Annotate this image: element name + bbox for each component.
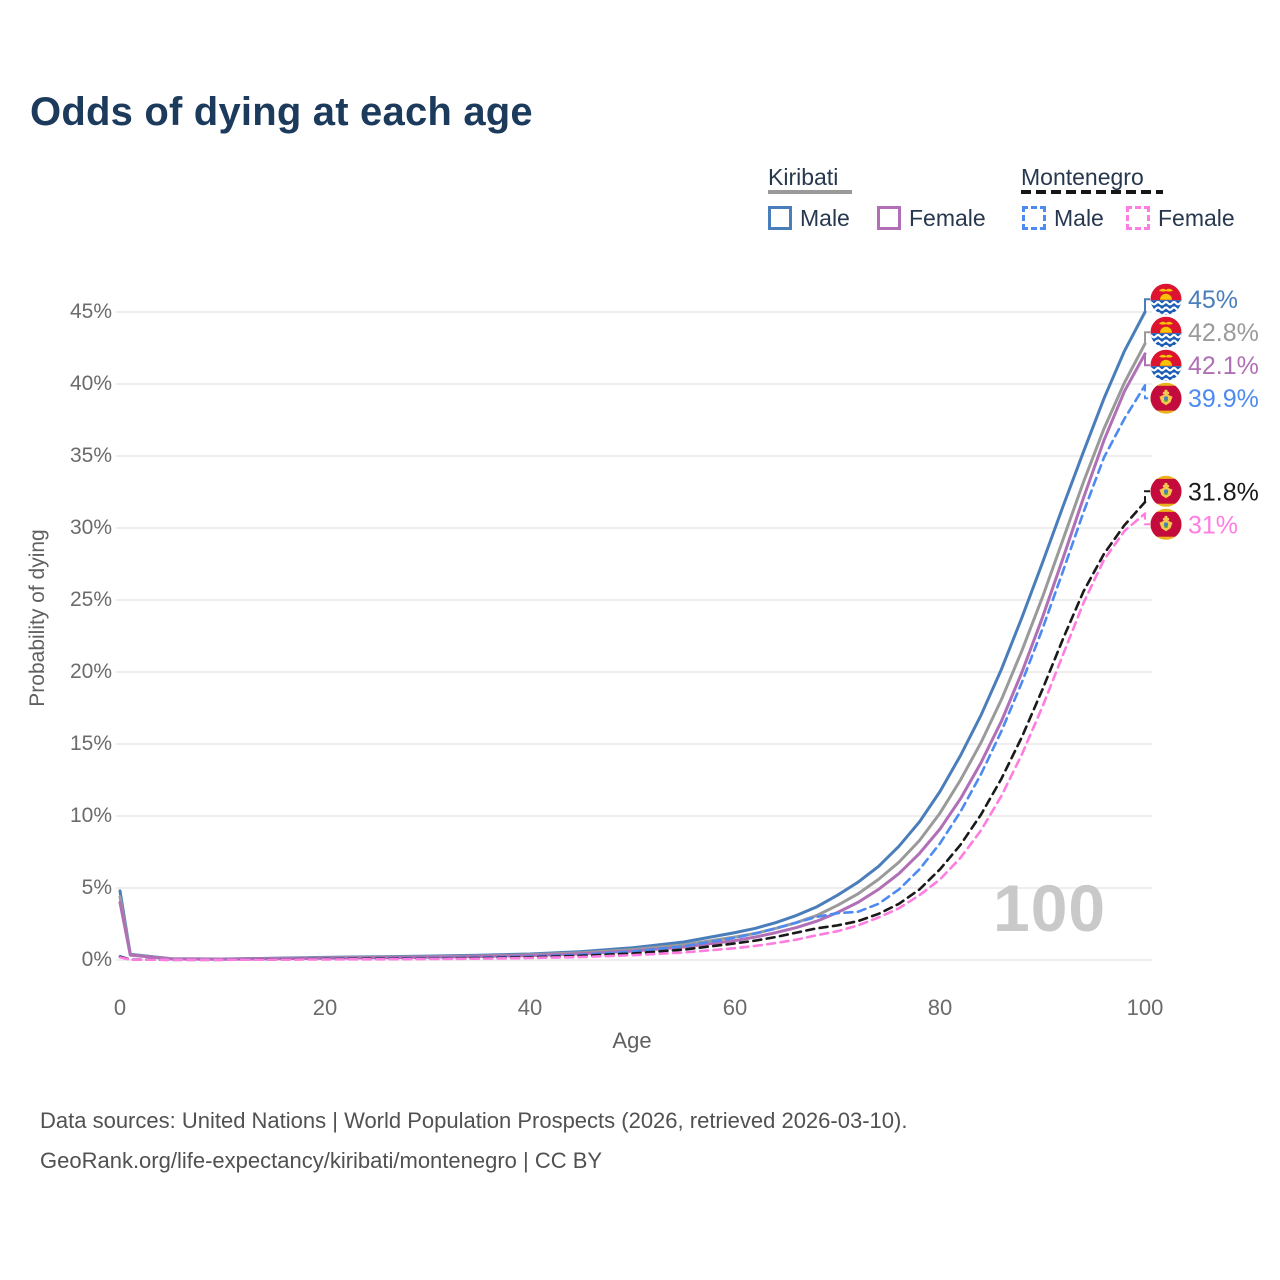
y-tick-label: 5% bbox=[81, 876, 112, 899]
series-line-kiribati-female[interactable] bbox=[118, 352, 1147, 961]
end-value-label: 42.8% bbox=[1188, 319, 1259, 347]
y-tick-label: 35% bbox=[69, 444, 112, 467]
y-tick-label: 25% bbox=[69, 588, 112, 611]
kiribati-line-style-swatch bbox=[768, 190, 852, 194]
legend-swatch-kiribati-female[interactable] bbox=[877, 206, 901, 230]
kiribati-flag-icon bbox=[1148, 349, 1184, 381]
y-tick-label: 45% bbox=[69, 300, 112, 323]
legend-label-kiribati-female[interactable]: Female bbox=[909, 205, 986, 231]
end-value-label: 45% bbox=[1188, 286, 1238, 314]
end-label-connector bbox=[1144, 385, 1150, 400]
series-line-montenegro-female[interactable] bbox=[118, 512, 1147, 962]
legend-label-montenegro-female[interactable]: Female bbox=[1158, 205, 1235, 231]
footer-url-line: GeoRank.org/life-expectancy/kiribati/mon… bbox=[40, 1148, 603, 1173]
kiribati-flag-icon bbox=[1148, 316, 1184, 348]
legend-swatch-montenegro-male[interactable] bbox=[1022, 206, 1046, 230]
x-tick-label: 80 bbox=[927, 995, 953, 1020]
series-line-kiribati[interactable] bbox=[118, 342, 1147, 961]
x-tick-label: 0 bbox=[113, 995, 127, 1020]
end-label-connector bbox=[1144, 331, 1150, 344]
y-tick-label: 0% bbox=[81, 948, 112, 971]
end-label-connector bbox=[1144, 298, 1150, 312]
legend-country-montenegro: Montenegro bbox=[1021, 164, 1144, 190]
montenegro-flag-icon bbox=[1150, 508, 1182, 540]
end-label-connector bbox=[1144, 353, 1150, 367]
legend-swatch-montenegro-female[interactable] bbox=[1126, 206, 1150, 230]
page-title: Odds of dying at each age bbox=[30, 90, 533, 134]
series-line-montenegro[interactable] bbox=[118, 500, 1147, 962]
kiribati-flag-icon bbox=[1148, 283, 1184, 315]
legend-label-kiribati-male[interactable]: Male bbox=[800, 205, 850, 231]
y-tick-label: 40% bbox=[69, 372, 112, 395]
montenegro-flag-icon bbox=[1150, 475, 1182, 507]
end-value-label: 42.1% bbox=[1188, 352, 1259, 380]
end-label-connector bbox=[1144, 513, 1150, 526]
montenegro-flag-icon bbox=[1150, 382, 1182, 414]
legend-country-kiribati: Kiribati bbox=[768, 164, 839, 190]
x-tick-label: 100 bbox=[1126, 995, 1164, 1020]
footer-source-line: Data sources: United Nations | World Pop… bbox=[40, 1108, 908, 1133]
end-value-label: 31% bbox=[1188, 511, 1238, 539]
legend-label-montenegro-male[interactable]: Male bbox=[1054, 205, 1104, 231]
y-tick-label: 20% bbox=[69, 660, 112, 683]
x-axis-title: Age bbox=[612, 1028, 652, 1053]
end-value-label: 31.8% bbox=[1188, 478, 1259, 506]
series-line-kiribati-male[interactable] bbox=[118, 310, 1147, 961]
end-value-label: 39.9% bbox=[1188, 385, 1259, 413]
end-label-connector bbox=[1144, 490, 1150, 503]
age-watermark: 100 bbox=[993, 871, 1107, 945]
legend-swatch-kiribati-male[interactable] bbox=[768, 206, 792, 230]
y-tick-label: 10% bbox=[69, 804, 112, 827]
x-tick-label: 40 bbox=[517, 995, 543, 1020]
x-tick-label: 20 bbox=[312, 995, 338, 1020]
y-tick-label: 30% bbox=[69, 516, 112, 539]
y-tick-label: 15% bbox=[69, 732, 112, 755]
montenegro-line-style-swatch bbox=[1021, 190, 1163, 194]
x-tick-label: 60 bbox=[722, 995, 748, 1020]
